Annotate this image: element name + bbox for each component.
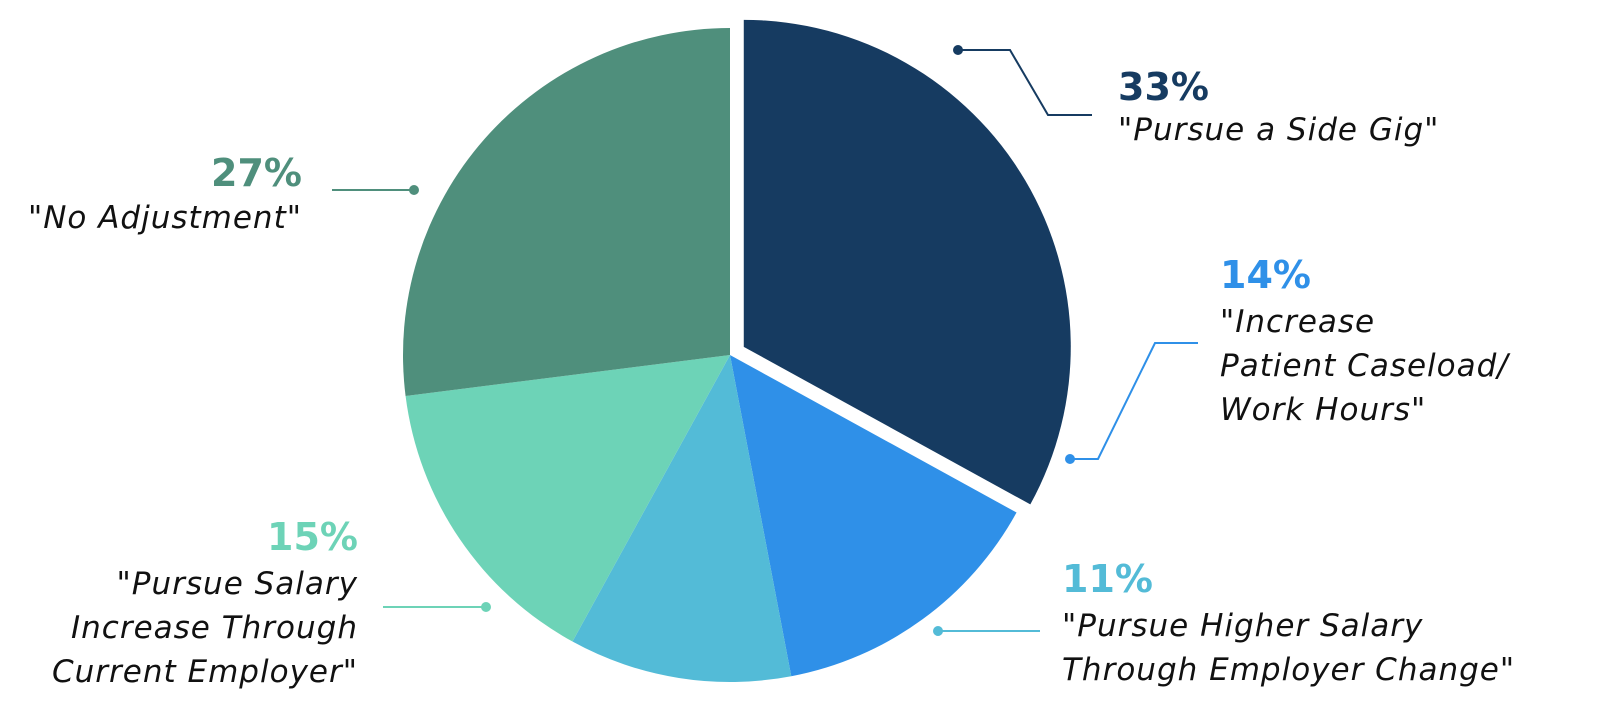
slice-percent-label-3: 11% — [1062, 557, 1153, 601]
pie-slices — [403, 19, 1071, 682]
slice-labels: 33%"Pursue a Side Gig" 14% "Increase Patien… — [28, 65, 1515, 690]
slice-percent-label-2: 14% — [1220, 253, 1311, 297]
leader-line-1 — [958, 49, 1092, 116]
leader-line-2 — [1070, 342, 1198, 460]
slice-category-label-4-line-2: Increase Through — [71, 610, 358, 646]
leader-dot-1 — [953, 45, 963, 55]
slice-category-label-4-line-3: Current Employer" — [52, 654, 358, 690]
slice-category-label-2-line-2: Patient Caseload/ — [1220, 348, 1511, 384]
leader-dot-5 — [409, 185, 419, 195]
slice-category-label-1-line-1: "Pursue a Side Gig" — [1118, 112, 1439, 148]
slice-percent-label-5: 27% — [211, 151, 302, 195]
slice-category-label-2-line-1: "Increase — [1220, 304, 1375, 340]
slice-category-label-3-line-2: Through Employer Change" — [1062, 652, 1515, 688]
leader-dot-4 — [481, 602, 491, 612]
pie-slice-4 — [405, 355, 730, 642]
slice-category-label-5-line-1: "No Adjustment" — [28, 200, 302, 236]
leader-dot-2 — [1065, 454, 1075, 464]
leader-lines — [332, 45, 1198, 636]
slice-category-label-2-line-3: Work Hours" — [1220, 392, 1426, 428]
slice-category-label-4-line-1: "Pursue Salary — [117, 566, 358, 602]
slice-category-label-3-line-1: "Pursue Higher Salary — [1062, 608, 1423, 644]
leader-dot-3 — [933, 626, 943, 636]
pie-slice-3 — [572, 355, 792, 682]
pie-slice-5 — [403, 28, 730, 396]
slice-percent-label-1: 33% — [1118, 65, 1209, 109]
pie-slice-1 — [743, 19, 1071, 505]
slice-percent-label-4: 15% — [267, 515, 358, 559]
pie-slice-2 — [730, 355, 1017, 677]
